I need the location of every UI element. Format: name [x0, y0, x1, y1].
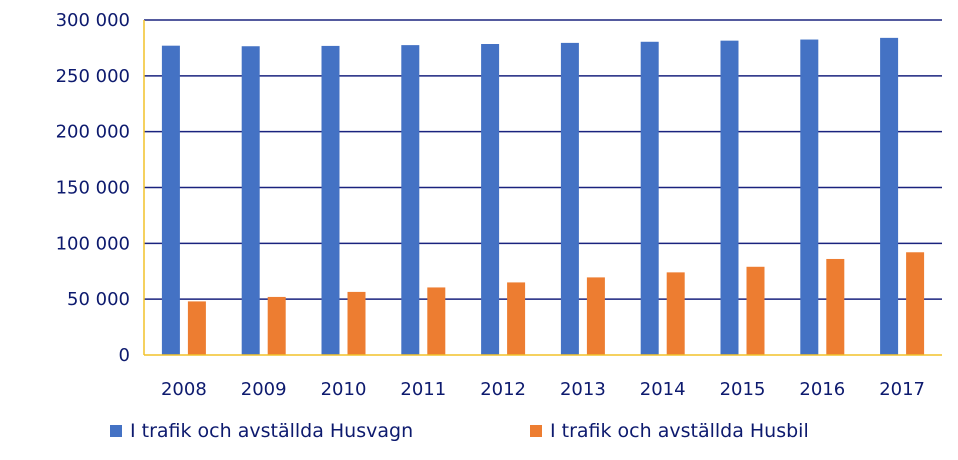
- bar-husbil: [666, 272, 685, 355]
- bar-husvagn: [481, 44, 500, 356]
- y-tick-label: 200 000: [56, 122, 130, 143]
- bar-husbil: [906, 252, 925, 355]
- bar-husbil: [427, 287, 446, 355]
- x-tick-label: 2014: [640, 379, 686, 400]
- bar-husvagn: [800, 39, 819, 356]
- bar-husvagn: [321, 45, 340, 355]
- bar-husbil: [586, 277, 605, 355]
- legend-label-husbil: I trafik och avställda Husbil: [550, 420, 809, 442]
- legend-label-husvagn: I trafik och avställda Husvagn: [130, 420, 414, 442]
- bar-chart: 0 50 000 100 000 150 000 200 000 250 000 300 0…: [56, 10, 942, 400]
- y-tick-label: 0: [119, 345, 130, 366]
- x-tick-label: 2016: [799, 379, 845, 400]
- bars: [161, 37, 925, 356]
- y-tick-label: 150 000: [56, 178, 130, 199]
- bar-husvagn: [560, 42, 579, 356]
- y-axis-ticks: 0 50 000 100 000 150 000 200 000 250 000 300 0…: [56, 10, 130, 366]
- x-tick-label: 2011: [400, 379, 446, 400]
- legend-swatch-husvagn: [110, 425, 122, 437]
- bar-husbil: [187, 301, 206, 355]
- bar-husvagn: [161, 45, 180, 355]
- bar-husvagn: [720, 40, 739, 356]
- x-tick-label: 2009: [241, 379, 287, 400]
- y-tick-label: 50 000: [67, 289, 130, 310]
- bar-husvagn: [880, 37, 899, 355]
- x-tick-label: 2015: [720, 379, 766, 400]
- x-tick-label: 2017: [879, 379, 925, 400]
- x-tick-label: 2008: [161, 379, 207, 400]
- bar-husbil: [746, 266, 765, 355]
- bar-husvagn: [401, 45, 420, 355]
- legend-swatch-husbil: [530, 425, 542, 437]
- y-tick-label: 100 000: [56, 233, 130, 254]
- y-tick-label: 300 000: [56, 10, 130, 31]
- y-tick-label: 250 000: [56, 66, 130, 87]
- x-tick-label: 2010: [321, 379, 367, 400]
- bar-husbil: [507, 282, 526, 355]
- x-axis-ticks: 2008 2009 2010 2011 2012 2013 2014 2015 2016 2017: [161, 379, 925, 400]
- legend: I trafik och avställda Husvagn I trafik …: [0, 420, 958, 450]
- bar-husbil: [826, 258, 845, 355]
- legend-item-husbil: I trafik och avställda Husbil: [530, 420, 809, 442]
- gridlines: [144, 19, 942, 300]
- legend-item-husvagn: I trafik och avställda Husvagn: [110, 420, 413, 442]
- bar-husbil: [347, 291, 366, 355]
- bar-husvagn: [241, 46, 260, 355]
- x-tick-label: 2012: [480, 379, 526, 400]
- bar-husbil: [267, 296, 286, 355]
- x-tick-label: 2013: [560, 379, 606, 400]
- bar-husvagn: [640, 41, 659, 356]
